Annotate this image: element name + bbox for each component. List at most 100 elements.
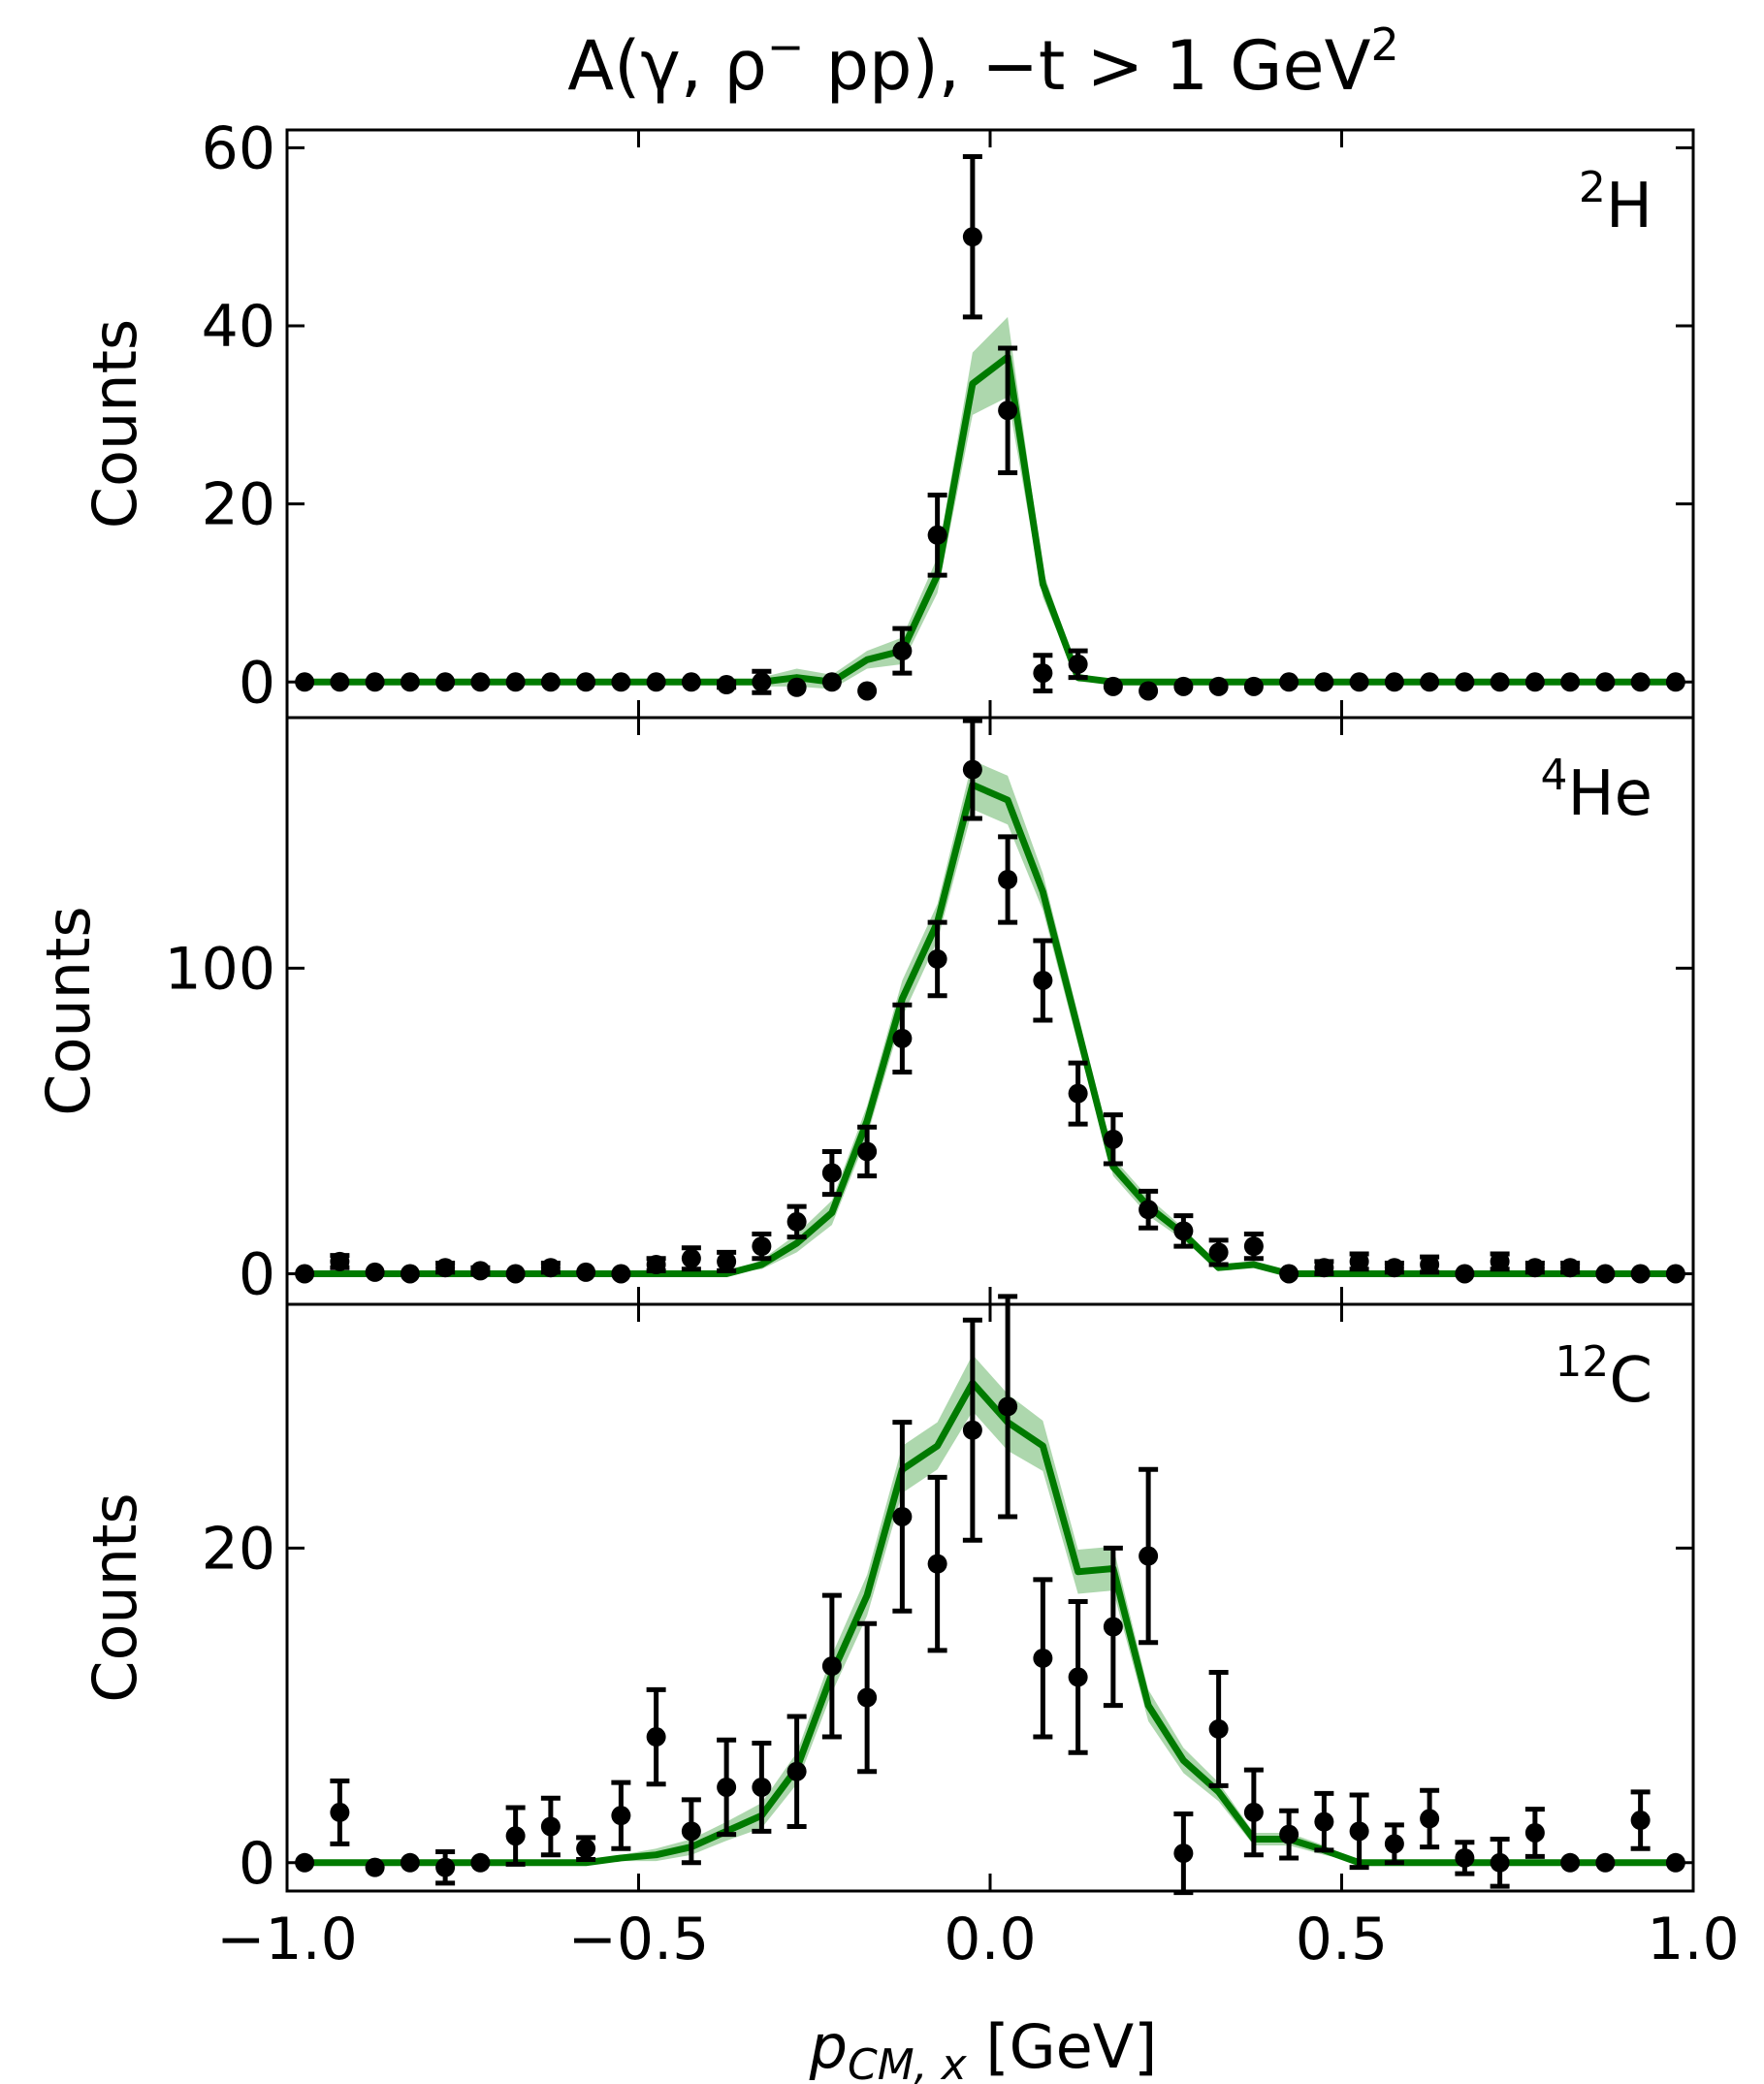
marker <box>365 1262 385 1282</box>
data-point <box>752 668 772 695</box>
data-point <box>1243 676 1264 696</box>
data-point <box>365 672 385 692</box>
data-point <box>786 1203 807 1240</box>
data-point <box>962 154 982 320</box>
data-point <box>1524 1258 1545 1278</box>
data-point <box>821 1148 842 1198</box>
marker <box>1455 672 1475 692</box>
data-point <box>1139 1466 1159 1646</box>
data-point <box>295 1852 315 1873</box>
data-point <box>1208 1670 1229 1788</box>
marker <box>1208 676 1229 696</box>
y-axis-label: Counts <box>80 1492 150 1702</box>
marker <box>786 1211 807 1232</box>
marker <box>1349 1821 1369 1842</box>
marker <box>1560 1852 1581 1873</box>
marker <box>576 672 596 692</box>
data-point <box>1349 1251 1369 1272</box>
marker <box>1139 681 1159 701</box>
data-point <box>1490 1836 1510 1889</box>
data-point <box>857 1620 878 1775</box>
data-point <box>821 1592 842 1740</box>
marker <box>998 1396 1018 1417</box>
data-point <box>470 1852 491 1873</box>
marker <box>786 1761 807 1781</box>
model-band <box>305 1354 1676 1863</box>
data-point <box>1560 1852 1581 1873</box>
marker <box>400 1264 420 1284</box>
panel-label: 4He <box>1541 751 1653 830</box>
y-axis-label: Counts <box>80 319 150 529</box>
x-axis-label: pCM, x [GeV] <box>809 2011 1158 2084</box>
data-point <box>505 672 526 692</box>
data-point <box>786 1714 807 1829</box>
marker <box>1490 1251 1510 1271</box>
data-point <box>1630 672 1651 692</box>
data-point <box>400 1264 420 1284</box>
y-tick-label: 0 <box>239 1830 275 1898</box>
panel-label-mass: 2 <box>1579 163 1606 212</box>
marker <box>962 227 982 247</box>
data-point <box>1279 1264 1299 1284</box>
data-point <box>540 1795 561 1858</box>
marker <box>505 1264 526 1284</box>
marker <box>1314 1811 1334 1832</box>
data-point <box>330 1251 350 1271</box>
data-point <box>1139 1188 1159 1231</box>
data-point <box>611 1779 631 1851</box>
x-tick-label: −1.0 <box>216 1906 358 1973</box>
marker <box>1033 970 1053 990</box>
marker <box>646 672 666 692</box>
panel-label-element: He <box>1568 758 1653 830</box>
marker <box>1384 1258 1404 1278</box>
marker <box>1033 1648 1053 1668</box>
marker <box>611 1806 631 1826</box>
data-point <box>1420 1254 1440 1275</box>
y-axis-label: Counts <box>33 906 104 1115</box>
data-point <box>1490 1251 1510 1272</box>
data-point <box>1595 672 1616 692</box>
marker <box>1068 1667 1088 1687</box>
data-point <box>1630 1789 1651 1851</box>
data-point <box>1560 672 1581 692</box>
marker <box>540 1258 561 1278</box>
data-point <box>998 345 1018 475</box>
marker <box>646 1255 666 1275</box>
x-axis-label-sub: CM, x <box>848 2040 968 2084</box>
marker <box>1103 1617 1123 1637</box>
marker <box>892 641 913 661</box>
marker <box>717 1777 737 1797</box>
marker <box>540 1816 561 1837</box>
marker <box>1208 1718 1229 1739</box>
data-point <box>540 672 561 692</box>
marker <box>330 1251 350 1271</box>
data-point <box>962 718 982 821</box>
marker <box>998 870 1018 890</box>
marker <box>821 672 842 692</box>
data-point <box>717 1249 737 1273</box>
data-point <box>1595 1852 1616 1873</box>
data-point <box>1455 1264 1475 1284</box>
data-point <box>1103 1112 1123 1167</box>
data-point <box>295 1264 315 1284</box>
data-point <box>717 1737 737 1838</box>
marker <box>1243 1236 1264 1257</box>
data-point <box>821 672 842 692</box>
panel-2: 0 100 Counts 4He <box>33 716 1695 1308</box>
y-tick-label: 40 <box>202 293 275 361</box>
model-band <box>305 760 1676 1274</box>
y-tick-label: 60 <box>202 114 275 182</box>
marker <box>892 1028 913 1048</box>
marker <box>821 1163 842 1183</box>
marker <box>470 672 491 692</box>
data-point <box>1384 1822 1404 1866</box>
data-point <box>435 1848 456 1886</box>
marker <box>576 1262 596 1282</box>
marker <box>1173 1221 1194 1241</box>
marker <box>1103 1129 1123 1149</box>
marker <box>1314 672 1334 692</box>
panel-label-element: H <box>1606 171 1652 242</box>
marker <box>1103 676 1123 696</box>
data-point <box>1068 1599 1088 1755</box>
